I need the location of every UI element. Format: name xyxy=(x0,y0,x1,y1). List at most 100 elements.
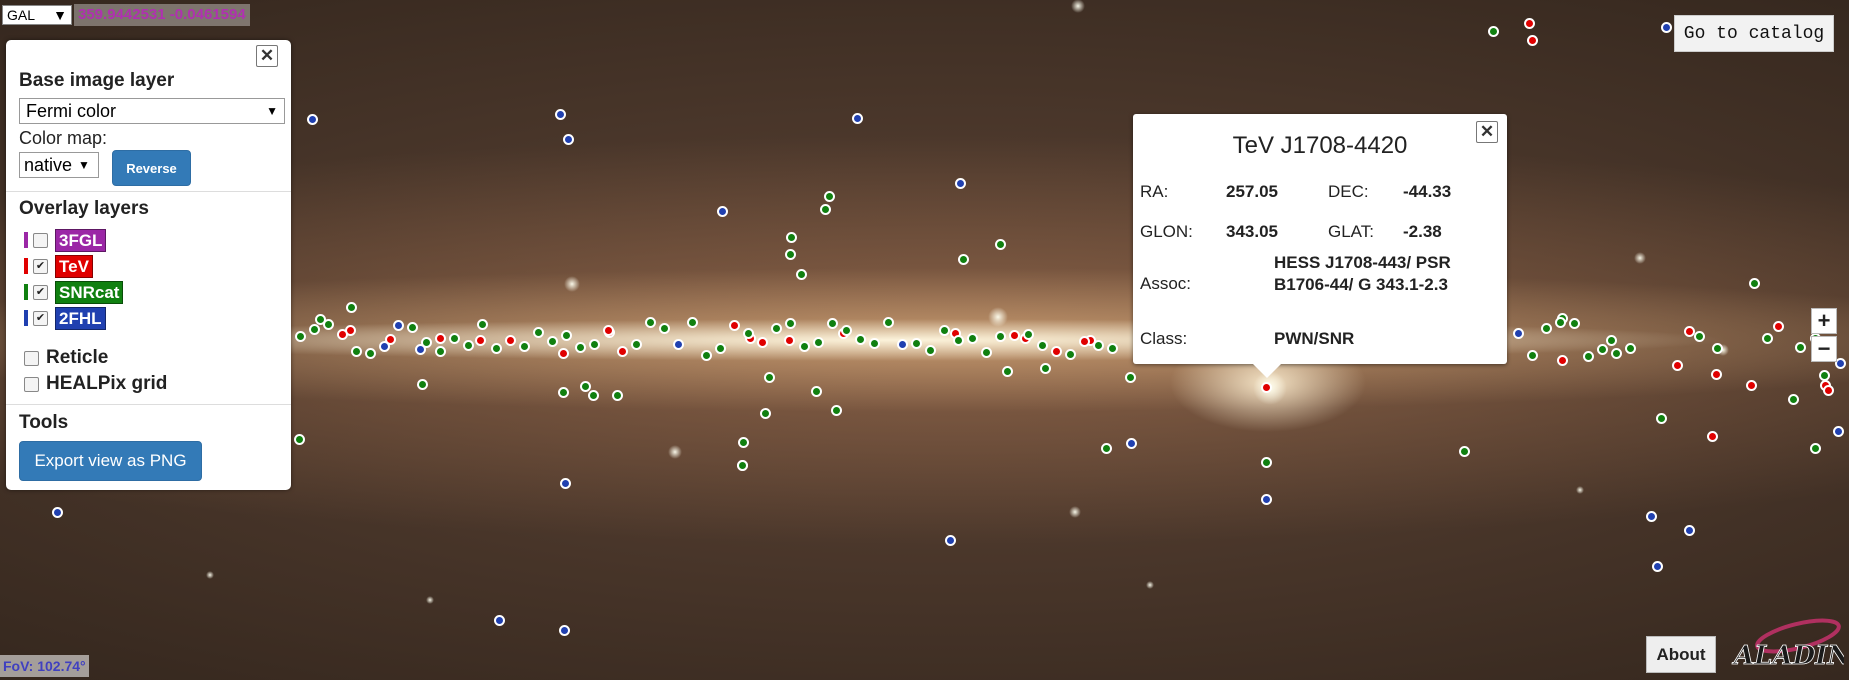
zoom-in-button[interactable]: + xyxy=(1811,308,1837,334)
source-marker[interactable] xyxy=(742,327,754,339)
source-marker[interactable] xyxy=(1787,393,1799,405)
source-marker[interactable] xyxy=(868,338,880,350)
source-marker[interactable] xyxy=(574,341,586,353)
source-marker[interactable] xyxy=(1822,384,1834,396)
go-to-catalog-button[interactable]: Go to catalog xyxy=(1674,15,1834,52)
overlay-checkbox-2fhl[interactable]: ✔ xyxy=(33,310,48,326)
source-marker[interactable] xyxy=(854,333,866,345)
source-marker[interactable] xyxy=(770,323,782,335)
source-marker[interactable] xyxy=(345,301,357,313)
source-marker[interactable] xyxy=(557,347,569,359)
overlay-row-2fhl[interactable]: ✔ 2FHL xyxy=(24,306,106,330)
source-marker[interactable] xyxy=(308,323,320,335)
source-marker[interactable] xyxy=(1512,327,1524,339)
source-marker[interactable] xyxy=(392,320,404,332)
source-marker[interactable] xyxy=(364,347,376,359)
source-marker[interactable] xyxy=(434,346,446,358)
reticle-checkbox[interactable] xyxy=(24,350,39,366)
source-marker[interactable] xyxy=(1078,336,1090,348)
source-marker[interactable] xyxy=(672,338,684,350)
source-marker[interactable] xyxy=(559,477,571,489)
source-marker[interactable] xyxy=(1260,493,1272,505)
source-marker[interactable] xyxy=(294,331,306,343)
source-marker[interactable] xyxy=(658,322,670,334)
source-marker[interactable] xyxy=(558,624,570,636)
source-marker[interactable] xyxy=(1100,442,1112,454)
source-marker[interactable] xyxy=(414,343,426,355)
source-marker[interactable] xyxy=(823,190,835,202)
source-marker[interactable] xyxy=(759,407,771,419)
source-marker[interactable] xyxy=(1710,368,1722,380)
source-marker[interactable] xyxy=(1596,343,1608,355)
source-marker[interactable] xyxy=(980,347,992,359)
source-marker[interactable] xyxy=(322,318,334,330)
source-marker[interactable] xyxy=(462,339,474,351)
source-marker[interactable] xyxy=(1556,354,1568,366)
source-marker[interactable] xyxy=(587,389,599,401)
overlay-checkbox-3fgl[interactable] xyxy=(33,232,48,248)
source-marker[interactable] xyxy=(784,248,796,260)
source-marker[interactable] xyxy=(476,318,488,330)
source-marker[interactable] xyxy=(1772,320,1784,332)
source-marker[interactable] xyxy=(1794,341,1806,353)
source-marker[interactable] xyxy=(882,316,894,328)
overlay-row-snrcat[interactable]: ✔ SNRcat xyxy=(24,280,124,304)
reticle-row[interactable]: Reticle xyxy=(24,347,108,369)
source-marker[interactable] xyxy=(588,339,600,351)
source-marker[interactable] xyxy=(630,338,642,350)
source-marker[interactable] xyxy=(957,253,969,265)
source-marker[interactable] xyxy=(616,345,628,357)
source-marker[interactable] xyxy=(1605,334,1617,346)
overlay-checkbox-tev[interactable]: ✔ xyxy=(33,258,48,274)
close-panel-button[interactable]: ✕ xyxy=(256,45,278,67)
source-marker[interactable] xyxy=(51,506,63,518)
source-marker[interactable] xyxy=(1745,379,1757,391)
source-marker[interactable] xyxy=(1124,371,1136,383)
source-marker[interactable] xyxy=(700,349,712,361)
source-marker[interactable] xyxy=(1554,317,1566,329)
source-marker[interactable] xyxy=(851,112,863,124)
source-marker[interactable] xyxy=(952,334,964,346)
source-marker[interactable] xyxy=(416,378,428,390)
source-marker[interactable] xyxy=(1106,342,1118,354)
source-marker[interactable] xyxy=(716,205,728,217)
source-marker[interactable] xyxy=(1050,346,1062,358)
source-marker[interactable] xyxy=(1761,332,1773,344)
source-marker[interactable] xyxy=(1818,369,1830,381)
source-marker[interactable] xyxy=(1651,560,1663,572)
source-marker[interactable] xyxy=(966,332,978,344)
overlay-row-3fgl[interactable]: 3FGL xyxy=(24,228,107,252)
source-marker[interactable] xyxy=(736,459,748,471)
source-marker[interactable] xyxy=(611,389,623,401)
source-marker[interactable] xyxy=(1671,359,1683,371)
about-button[interactable]: About xyxy=(1646,636,1716,673)
source-marker[interactable] xyxy=(1064,349,1076,361)
source-marker[interactable] xyxy=(756,337,768,349)
source-marker[interactable] xyxy=(944,534,956,546)
source-marker[interactable] xyxy=(644,317,656,329)
source-marker[interactable] xyxy=(474,334,486,346)
source-marker[interactable] xyxy=(1655,412,1667,424)
source-marker[interactable] xyxy=(384,333,396,345)
source-marker[interactable] xyxy=(562,133,574,145)
source-marker[interactable] xyxy=(1036,340,1048,352)
overlay-row-tev[interactable]: ✔ TeV xyxy=(24,254,93,278)
source-marker[interactable] xyxy=(1008,330,1020,342)
source-marker[interactable] xyxy=(1683,325,1695,337)
healpix-row[interactable]: HEALPix grid xyxy=(24,373,167,395)
source-marker[interactable] xyxy=(579,380,591,392)
source-marker[interactable] xyxy=(557,386,569,398)
source-marker[interactable] xyxy=(602,324,614,336)
source-marker[interactable] xyxy=(1526,34,1538,46)
source-marker[interactable] xyxy=(812,336,824,348)
source-marker[interactable] xyxy=(1610,348,1622,360)
source-marker[interactable] xyxy=(994,331,1006,343)
source-marker[interactable] xyxy=(826,318,838,330)
source-marker[interactable] xyxy=(1540,322,1552,334)
source-marker[interactable] xyxy=(1809,442,1821,454)
source-marker[interactable] xyxy=(1001,365,1013,377)
source-marker[interactable] xyxy=(1582,351,1594,363)
source-marker[interactable] xyxy=(1693,330,1705,342)
close-popup-button[interactable]: ✕ xyxy=(1476,121,1498,143)
